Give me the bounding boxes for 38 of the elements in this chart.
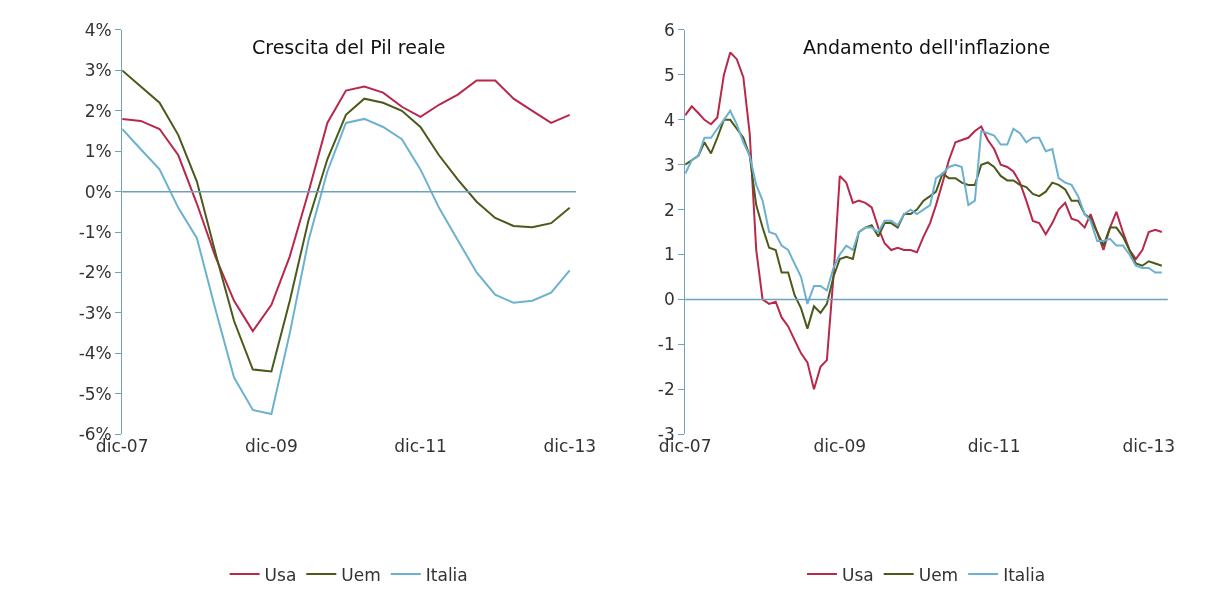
line-series (685, 118, 1163, 330)
y-tick-label: -5% (78, 383, 112, 404)
x-tick-label: dic-09 (813, 436, 867, 457)
y-tick-label: -4% (78, 343, 112, 364)
legend-label: Uem (341, 564, 381, 585)
y-tick-label: 4% (84, 19, 112, 40)
x-tick-label: dic-13 (1122, 436, 1176, 457)
y-tick-label: 3% (84, 60, 112, 81)
y-tick-label: 2% (84, 100, 112, 121)
y-tick-label: 1 (663, 244, 675, 265)
y-tick-label: 6 (663, 19, 675, 40)
y-tick-label: 4 (663, 109, 675, 130)
y-tick-label: -2% (78, 262, 112, 283)
legend-label: Usa (264, 564, 297, 585)
y-tick-label: -3% (78, 302, 112, 323)
x-tick-label: dic-11 (394, 436, 447, 457)
legend-label: Italia (425, 564, 468, 585)
line-series (122, 117, 571, 415)
y-tick-label: 0% (84, 181, 112, 202)
legend-label: Italia (1003, 564, 1046, 585)
y-tick-label: 3 (663, 154, 675, 175)
y-tick-label: -1 (657, 334, 675, 355)
line-series (685, 109, 1163, 305)
legend-label: Uem (918, 564, 959, 585)
y-tick-label: -1% (78, 222, 112, 243)
y-tick-label: 0 (663, 289, 675, 310)
x-tick-label: dic-09 (245, 436, 298, 457)
chart-title: Andamento dell'inflazione (803, 36, 1051, 58)
legend-label: Usa (841, 564, 874, 585)
x-tick-label: dic-11 (967, 436, 1021, 457)
y-tick-label: 2 (663, 199, 675, 220)
x-tick-label: dic-13 (543, 436, 597, 457)
line-series (122, 69, 571, 373)
chart-title: Crescita del Pil reale (252, 36, 446, 58)
line-series (122, 79, 571, 333)
y-tick-label: 5 (663, 64, 675, 85)
y-tick-label: 1% (84, 141, 112, 162)
y-tick-label: -2 (657, 379, 675, 400)
